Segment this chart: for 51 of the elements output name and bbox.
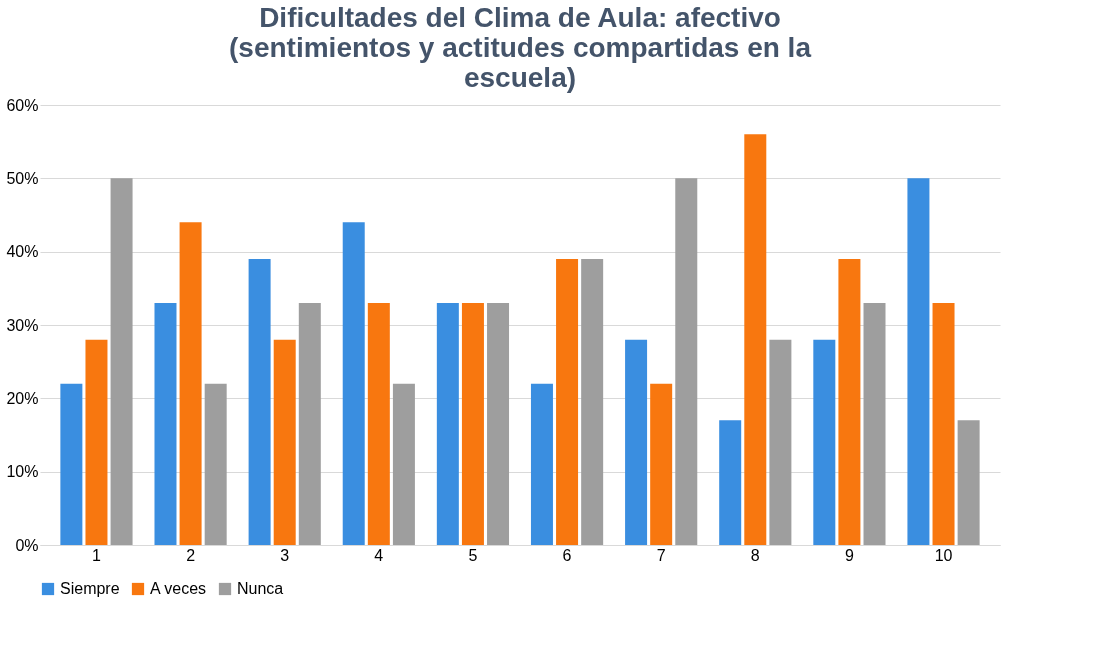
y-tick-label: 40% [6,243,39,261]
y-tick-label: 20% [6,389,39,407]
bar [60,383,83,545]
legend-label: Siempre [60,580,120,597]
bar [273,339,296,545]
x-tick-label: 1 [92,546,102,564]
bar [932,303,955,545]
bar [436,303,459,545]
bar [625,339,648,545]
bar [204,383,227,545]
bar [179,222,202,545]
bar [769,339,792,545]
bar [392,383,415,545]
y-tick-label: 10% [6,463,39,481]
bar [530,383,553,545]
x-tick-label: 3 [280,546,290,564]
x-tick-label: 5 [468,546,478,564]
x-tick-label: 10 [934,546,953,564]
bar [581,259,604,545]
bar [957,420,980,545]
bar [248,259,271,545]
y-tick-label: 0% [15,536,39,554]
x-tick-label: 8 [750,546,760,564]
bar [863,303,886,545]
bar [298,303,321,545]
bar [838,259,861,545]
bar [719,420,742,545]
chart-title: Dificultades del Clima de Aula: afectivo (sentimientos y actitudes compartidas en la escuela) [229,2,812,93]
y-tick-label: 50% [6,169,39,187]
bar [154,303,177,545]
x-tick-label: 7 [656,546,666,564]
x-tick-label: 4 [374,546,384,564]
bar [85,339,108,545]
bar [367,303,390,545]
y-tick-label: 30% [6,316,39,334]
legend-label: A veces [150,580,207,597]
bar [675,178,698,545]
bar [813,339,836,545]
legend-label: Nunca [237,580,284,597]
bar [487,303,510,545]
bar [556,259,579,545]
x-tick-label: 6 [562,546,572,564]
x-tick-label: 2 [186,546,196,564]
y-tick-label: 60% [6,96,39,114]
bar [650,383,673,545]
bar [461,303,484,545]
bar [342,222,365,545]
bar [907,178,930,545]
x-tick-label: 9 [844,546,854,564]
bar [744,134,767,545]
bar [110,178,133,545]
